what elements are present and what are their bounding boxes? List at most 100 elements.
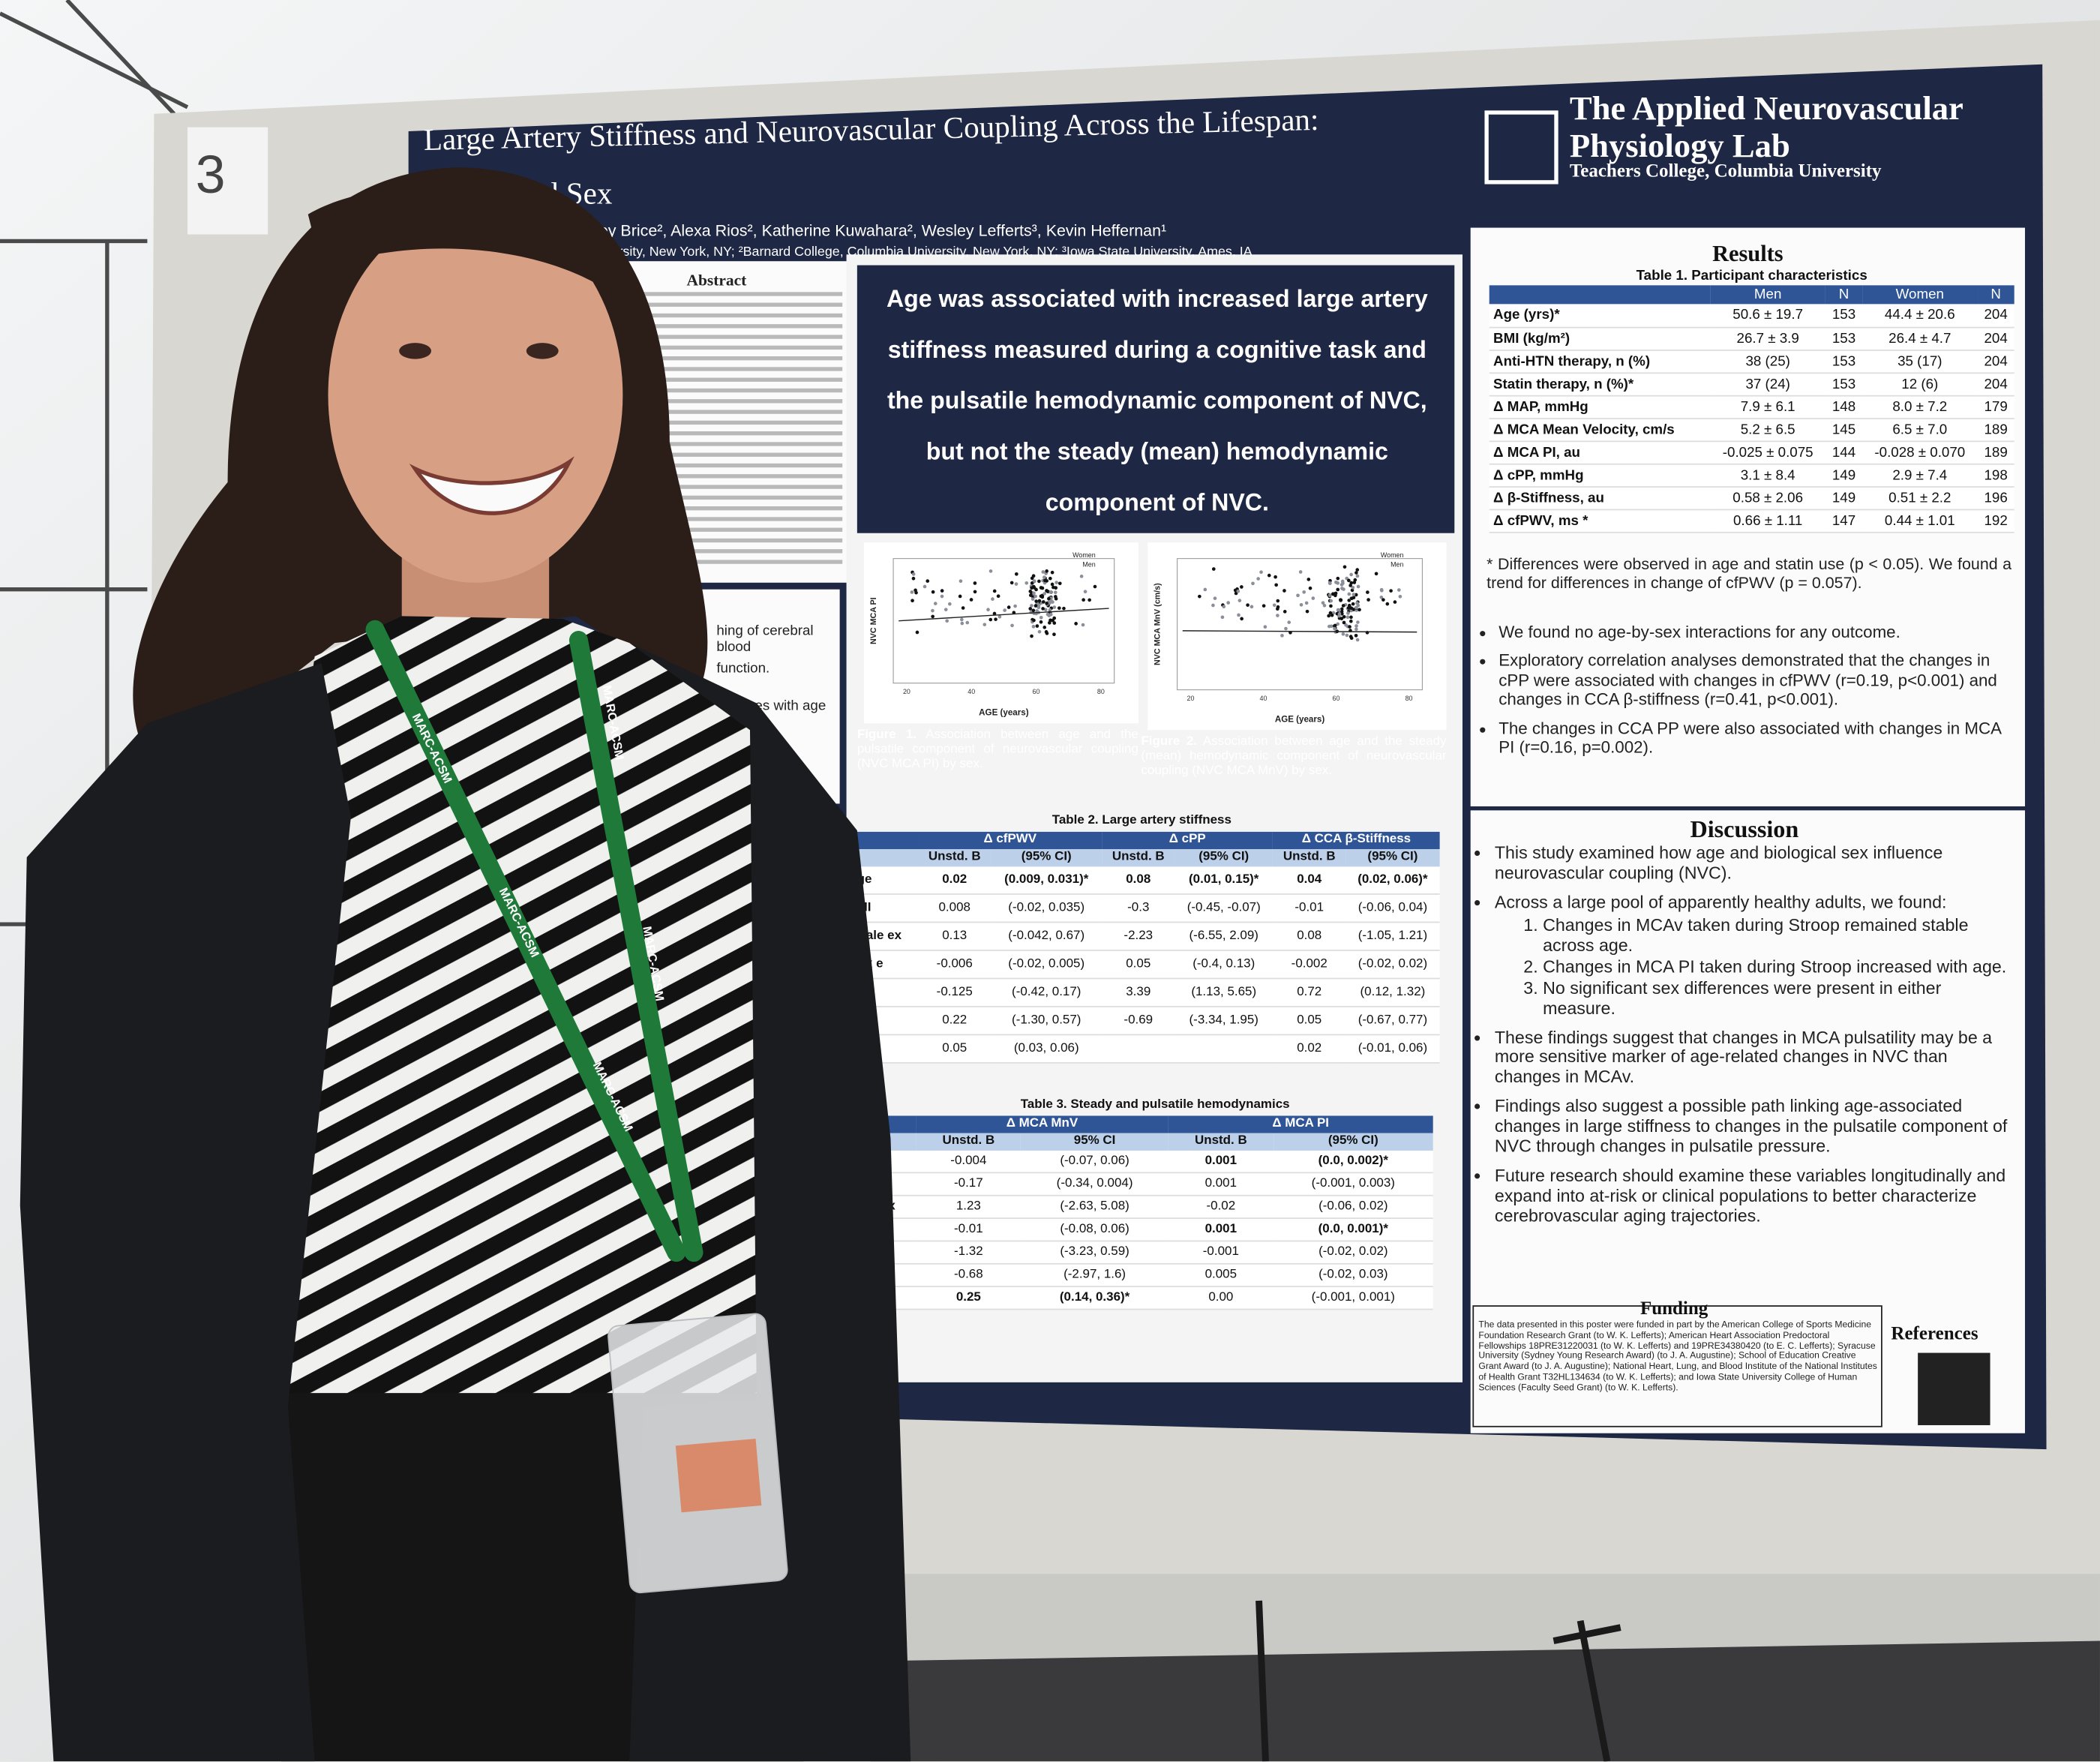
cell: (-0.06, 0.02): [1318, 1198, 1388, 1214]
group-row: Δ cfPWV Δ cPP Δ CCA β-Stiffness: [843, 831, 1440, 849]
cell: 0.72: [1297, 984, 1322, 999]
cell: (0.0, 0.002)*: [1318, 1152, 1389, 1168]
scatter-dot: [915, 630, 920, 635]
abstract-line: [590, 335, 843, 339]
subheader: Unstd. B: [942, 1133, 995, 1148]
scatter-dot: [1385, 602, 1390, 606]
intro-text: function.: [716, 660, 770, 677]
cell: Δ MCA PI, au: [1493, 444, 1580, 461]
scatter-dot: [1057, 606, 1061, 611]
scatter-dot: [1035, 609, 1039, 613]
results-footnote: * Differences were observed in age and s…: [1486, 554, 2012, 592]
scatter-dot: [1348, 584, 1352, 587]
cell: 0.13: [942, 928, 968, 943]
scatter-dot: [1341, 632, 1346, 636]
cell: -0.006: [936, 956, 973, 971]
scatter-dot: [1333, 626, 1336, 631]
cell: (-0.34, 0.004): [1056, 1175, 1133, 1191]
cell: -0.028 ± 0.070: [1874, 444, 1966, 461]
cell: 0.001: [1204, 1152, 1238, 1168]
scatter-dot: [991, 597, 994, 601]
cell: 153: [1832, 307, 1856, 323]
cell: (0.12, 1.32): [1360, 984, 1426, 999]
scatter-dot: [1010, 623, 1014, 628]
abstract-line: [590, 431, 843, 436]
bullet: Across a large pool of apparently health…: [1494, 892, 2016, 1019]
trend-line: [1182, 630, 1418, 633]
cell: 189: [1984, 421, 2008, 438]
y-axis-label: NVC MCA MnV (cm/s): [1153, 583, 1162, 665]
scatter-dot: [1336, 622, 1340, 626]
scatter-dot: [982, 623, 987, 626]
scatter-dot: [1048, 608, 1052, 612]
scatter-dot: [1014, 582, 1018, 586]
scatter-dot: [1053, 590, 1058, 595]
scatter-dot: [1272, 603, 1276, 608]
cell: 26.4 ± 4.7: [1888, 330, 1952, 347]
scatter-dot: [1347, 578, 1351, 583]
bullet-text: This study examined how age and biologic…: [1494, 842, 1943, 883]
key-message-box: [856, 265, 1455, 533]
scatter-dot: [1039, 620, 1043, 624]
scatter-dot: [1299, 602, 1304, 607]
scatter-dot: [1226, 601, 1231, 605]
scatter-dot: [1354, 633, 1358, 638]
scatter-dot: [1287, 620, 1292, 624]
cell: -0.17: [954, 1175, 983, 1191]
scatter-dot: [1336, 581, 1340, 585]
scatter-dot: [1274, 575, 1277, 579]
scatter-dot: [933, 602, 938, 605]
scatter-dot: [1322, 603, 1327, 608]
table: Δ cfPWV Δ cPP Δ CCA β-Stiffness Unstd. B (95…: [843, 831, 1440, 1064]
cell: -0.004: [950, 1152, 987, 1168]
group-header: Δ cfPWV: [983, 831, 1037, 847]
scatter-dot: [1340, 579, 1345, 584]
abstract-line: [590, 324, 843, 329]
scatter-dot: [1031, 574, 1036, 578]
cell: 153: [1832, 330, 1856, 347]
table-row: Δ cfPWV, ms * 0.66 ± 1.11 147 0.44 ± 1.01 19…: [1489, 509, 2014, 533]
abstract-line: [590, 463, 843, 468]
table: Men N Women N Age (yrs)* 50.6 ± 19.7 153 44.4 ±…: [1489, 285, 2014, 533]
subheader: Unstd. B: [1194, 1133, 1247, 1148]
scatter-dot: [1337, 612, 1342, 616]
scatter-dot: [1349, 619, 1353, 623]
cell: (-0.02, 0.035): [1008, 899, 1085, 915]
table-row: -0.17 (-0.34, 0.004) 0.001 (-0.001, 0.003): [877, 1173, 1433, 1196]
table-row: Statin therapy, n (%)* 37 (24) 153 12 (6) 20…: [1489, 373, 2014, 395]
scatter-dot: [1006, 605, 1011, 609]
table-row: Δ β-Stiffness, au 0.58 ± 2.06 149 0.51 ± 2.…: [1489, 486, 2014, 509]
cell: -0.125: [936, 984, 973, 999]
cell: (-0.02, 0.02): [1358, 956, 1428, 971]
table-row: emale ex 0.13 (-0.042, 0.67) -2.23 (-6.55, 2…: [843, 923, 1440, 951]
scatter-dot: [1396, 588, 1401, 592]
x-tick-label: 80: [1406, 695, 1413, 702]
scatter-dot: [1233, 588, 1238, 593]
caption-label: Figure 1.: [856, 727, 916, 743]
scatter-dot: [1259, 570, 1263, 575]
scatter-dot: [1349, 615, 1353, 620]
scatter-dot: [973, 581, 977, 585]
scatter-dot: [1213, 596, 1217, 600]
bullet-text: Across a large pool of apparently health…: [1494, 892, 1947, 912]
abstract-line: [590, 549, 843, 554]
bullet-text: Future research should examine these var…: [1494, 1165, 2006, 1226]
funding-box: [1472, 1305, 1882, 1427]
plot-area: [892, 558, 1115, 684]
table-row: Δ cPP, mmHg 3.1 ± 8.4 149 2.9 ± 7.4 198: [1489, 464, 2014, 487]
scatter-dot: [1298, 570, 1303, 574]
scatter-dot: [1354, 605, 1358, 610]
cell: 3.1 ± 8.4: [1740, 467, 1796, 483]
cell: 198: [1984, 467, 2008, 483]
cell: Δ MCA Mean Velocity, cm/s: [1493, 421, 1675, 438]
table-row: -0.01 (-0.08, 0.06) 0.001 (0.0, 0.001)*: [877, 1219, 1433, 1242]
affiliations: bia University, New York, NY; ²Barnard C…: [562, 245, 1252, 260]
scatter-dot: [1052, 632, 1056, 637]
scatter-dot: [1052, 621, 1057, 625]
references-heading: References: [1891, 1325, 1978, 1345]
scatter-dot: [1337, 608, 1342, 612]
cell: 0.00: [1208, 1289, 1234, 1305]
table-row: BMI (kg/m²) 26.7 ± 3.9 153 26.4 ± 4.7 204: [1489, 327, 2014, 350]
